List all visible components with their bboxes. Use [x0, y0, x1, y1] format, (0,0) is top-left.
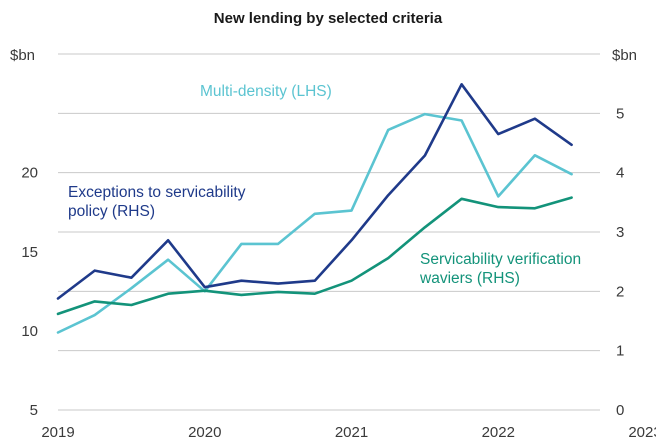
x-axis-labels: 2019 2020 2021 2022 2023: [41, 424, 656, 441]
y-right-tick-label: 1: [616, 343, 624, 360]
y-left-unit-label: $bn: [10, 47, 35, 64]
y-right-tick-label: 5: [616, 105, 624, 122]
gridlines: [58, 54, 600, 410]
series-line-0: [58, 114, 572, 332]
x-tick-label: 2022: [482, 424, 515, 441]
y-right-tick-label: 0: [616, 402, 624, 419]
series-annotation: Exceptions to servicability policy (RHS): [68, 184, 246, 220]
x-tick-label: 2023: [628, 424, 656, 441]
y-left-tick-label: 20: [21, 165, 38, 182]
x-tick-label: 2021: [335, 424, 368, 441]
series-annotation: Servicability verification waviers (RHS): [419, 251, 581, 287]
y-left-tick-label: 15: [21, 244, 38, 261]
y-axis-labels: 5 10 15 20 $bn 0 1 2 3 4 5 $bn: [10, 47, 637, 419]
chart-title: New lending by selected criteria: [214, 10, 443, 27]
x-tick-label: 2020: [188, 424, 221, 441]
y-right-unit-label: $bn: [612, 47, 637, 64]
x-tick-label: 2019: [41, 424, 74, 441]
series-annotation: Multi-density (LHS): [200, 83, 332, 100]
y-right-tick-label: 3: [616, 224, 624, 241]
y-left-tick-label: 5: [30, 402, 38, 419]
y-left-tick-label: 10: [21, 323, 38, 340]
y-right-tick-label: 4: [616, 165, 624, 182]
y-right-tick-label: 2: [616, 283, 624, 300]
